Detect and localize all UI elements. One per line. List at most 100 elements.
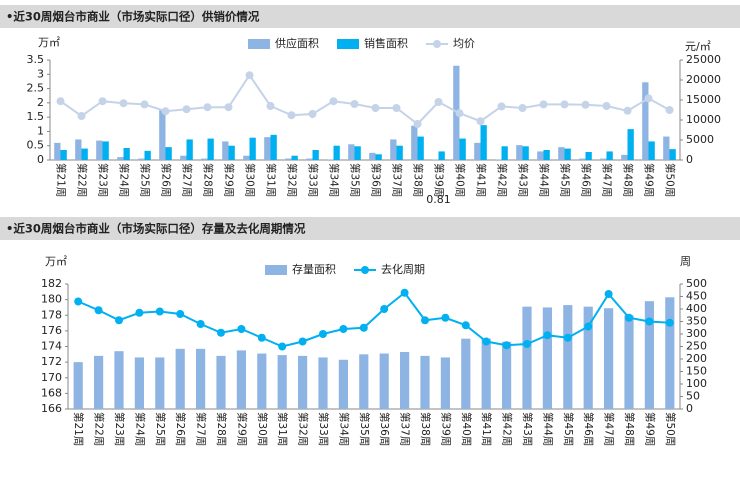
x-tick-label: 第30周	[244, 163, 257, 197]
bar	[379, 353, 389, 409]
marker	[434, 98, 443, 106]
legend-label: 去化周期	[381, 262, 425, 276]
y2-tick-label: 50	[686, 390, 700, 403]
marker	[298, 337, 307, 346]
x-tick-label: 第37周	[391, 163, 404, 197]
bar	[420, 355, 430, 409]
bar	[236, 350, 246, 409]
chart-title: •近30周烟台市商业（市场实际口径）供销价情况	[6, 10, 260, 24]
marker	[543, 331, 552, 340]
y-tick-label: 174	[41, 340, 62, 353]
x-tick-label: 第28周	[215, 412, 228, 446]
marker	[371, 104, 380, 112]
bar	[583, 306, 593, 409]
bar	[369, 152, 376, 160]
bar	[277, 355, 287, 409]
y-tick-label: 1	[37, 124, 44, 137]
x-tick-label: 第40周	[454, 163, 467, 197]
marker	[380, 305, 389, 313]
y2-tick-label: 25000	[686, 53, 721, 66]
y2-tick-label: 10000	[686, 113, 721, 126]
x-tick-label: 第22周	[76, 163, 89, 197]
y-tick-label: 176	[41, 324, 62, 337]
y-tick-label: 180	[41, 293, 62, 306]
bar	[375, 154, 382, 160]
x-tick-label: 第48周	[623, 412, 636, 446]
bar	[264, 137, 271, 160]
legend-swatch	[433, 40, 441, 48]
bar	[516, 145, 523, 160]
bar	[312, 150, 319, 160]
marker	[308, 110, 317, 118]
bar	[123, 148, 130, 160]
marker	[584, 322, 593, 331]
x-tick-label: 第31周	[276, 412, 289, 446]
marker	[176, 310, 185, 318]
y-tick-label: 1.5	[27, 110, 45, 123]
y-tick-label: 3.5	[27, 53, 45, 66]
bar	[196, 348, 206, 409]
bar	[411, 125, 418, 160]
bar	[338, 359, 348, 409]
x-tick-label: 第29周	[223, 163, 236, 197]
x-tick-label: 第33周	[307, 163, 320, 197]
x-tick-label: 第45周	[562, 412, 575, 446]
marker	[74, 297, 83, 306]
x-tick-label: 第38周	[412, 163, 425, 197]
marker	[644, 94, 653, 103]
bar	[440, 357, 450, 409]
bar	[138, 158, 145, 160]
marker	[217, 328, 225, 337]
bar	[627, 129, 634, 160]
x-tick-label: 第40周	[460, 412, 473, 446]
bar	[585, 152, 592, 160]
bar	[579, 158, 586, 160]
bar	[249, 137, 256, 160]
x-tick-label: 第30周	[256, 412, 269, 446]
line	[59, 73, 670, 126]
marker	[441, 313, 450, 322]
marker	[266, 102, 275, 110]
x-tick-label: 第33周	[317, 412, 330, 446]
y-tick-label: 172	[41, 355, 62, 368]
marker	[278, 342, 287, 351]
marker	[563, 333, 572, 342]
x-tick-label: 第27周	[181, 163, 194, 197]
bar	[624, 315, 634, 409]
x-tick-label: 第44周	[541, 412, 554, 446]
x-tick-label: 第36周	[370, 163, 383, 197]
x-tick-label: 第25周	[154, 412, 167, 446]
y2-axis-unit: 元/㎡	[685, 40, 711, 53]
marker	[539, 100, 548, 109]
legend-swatch	[248, 39, 270, 49]
x-tick-label: 第49周	[643, 163, 656, 197]
y2-axis-unit: 周	[680, 255, 691, 268]
legend-swatch	[265, 265, 287, 275]
bar	[270, 134, 277, 160]
marker	[203, 103, 212, 112]
bar	[600, 158, 607, 160]
bar	[481, 338, 491, 409]
marker	[237, 325, 246, 333]
x-tick-label: 第26周	[160, 163, 173, 197]
x-tick-label: 第29周	[235, 412, 248, 446]
marker	[98, 97, 107, 106]
marker	[319, 330, 327, 338]
marker	[329, 97, 338, 106]
legend-label: 供应面积	[275, 36, 319, 50]
bar	[186, 139, 193, 160]
bar	[432, 159, 439, 160]
marker	[602, 102, 611, 110]
bar	[175, 348, 185, 409]
bar	[144, 150, 151, 160]
x-tick-label: 第24周	[118, 163, 131, 197]
y2-tick-label: 20000	[686, 73, 721, 86]
marker	[497, 102, 506, 111]
x-tick-label: 第23周	[113, 412, 126, 446]
x-tick-label: 第39周	[433, 163, 446, 197]
marker	[623, 106, 632, 115]
x-tick-label: 第49周	[643, 412, 656, 446]
bar	[306, 158, 313, 160]
marker	[461, 321, 470, 330]
bar	[563, 305, 573, 409]
